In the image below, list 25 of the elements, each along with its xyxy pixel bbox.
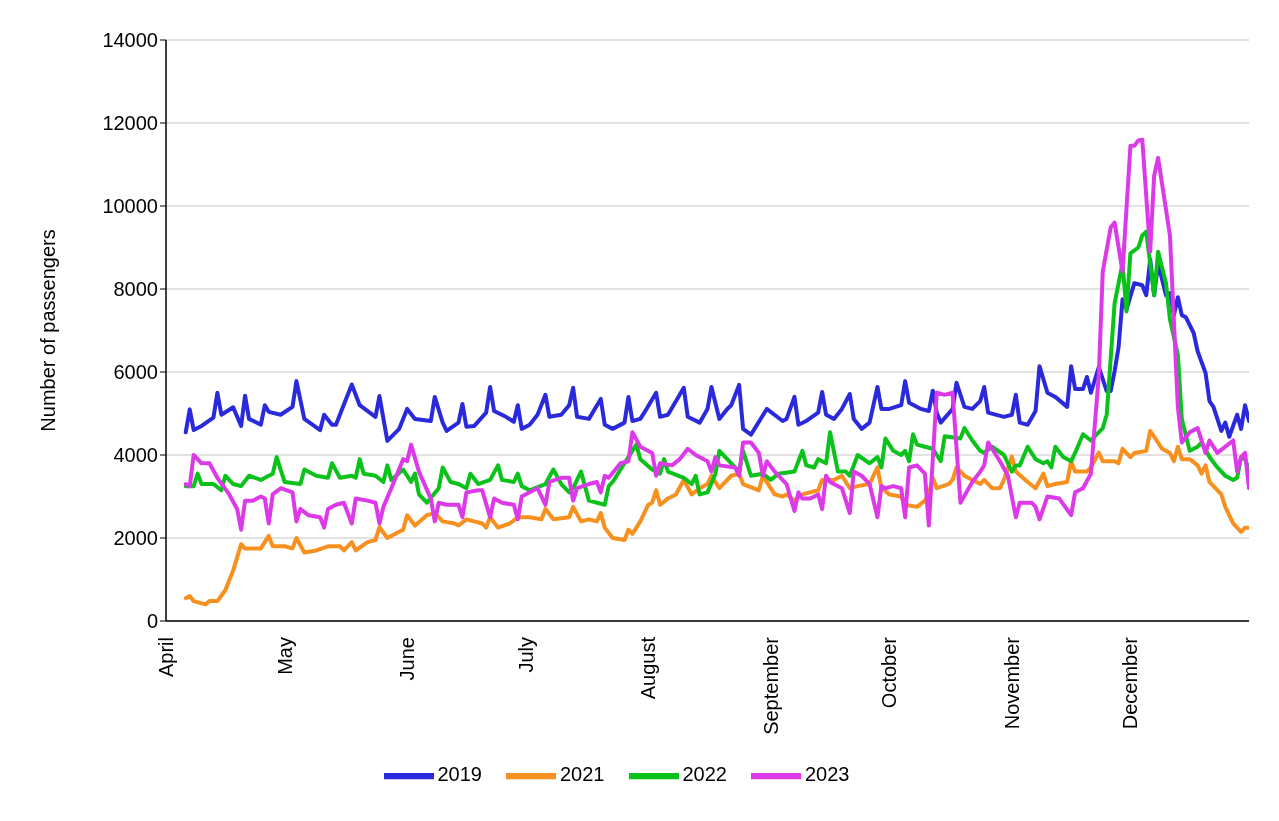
x-tick-label: July	[514, 637, 537, 673]
x-tick-label: June	[396, 637, 419, 681]
y-tick-label: 2000	[113, 527, 158, 550]
x-tick-label: August	[637, 636, 660, 700]
y-tick-label: 12000	[102, 112, 158, 135]
line-series	[183, 428, 1249, 607]
x-tick-label: May	[273, 637, 296, 675]
legend-label: 2019	[437, 763, 482, 786]
legend-label: 2022	[682, 763, 727, 786]
legend-label: 2021	[560, 763, 605, 786]
x-tick-label: September	[759, 636, 782, 735]
x-tick-label: November	[1000, 636, 1023, 730]
y-tick-label: 14000	[102, 29, 158, 52]
line-series	[183, 229, 1249, 507]
x-tick-label: December	[1119, 636, 1142, 730]
y-tick-label: 10000	[102, 195, 158, 218]
y-tick-label: 8000	[113, 278, 158, 301]
x-tick-label: October	[878, 636, 901, 709]
legend-label: 2023	[805, 763, 850, 786]
y-axis-title: Number of passengers	[37, 229, 60, 432]
x-tick-label: April	[155, 637, 177, 678]
line-series	[183, 137, 1249, 532]
y-tick-label: 6000	[113, 361, 158, 384]
y-tick-label: 0	[146, 610, 158, 633]
y-tick-label: 4000	[113, 444, 158, 467]
